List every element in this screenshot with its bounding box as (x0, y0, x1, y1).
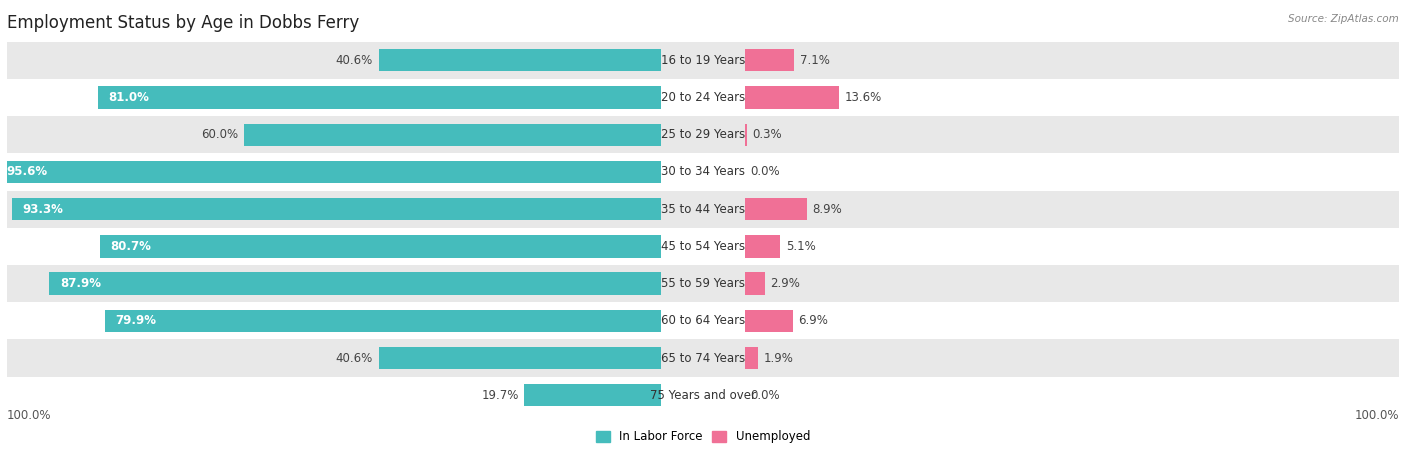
Text: 35 to 44 Years: 35 to 44 Years (661, 202, 745, 216)
Text: 8.9%: 8.9% (813, 202, 842, 216)
Bar (7, 340, 1399, 377)
Bar (105, 310, 661, 332)
Bar (243, 124, 661, 146)
Text: 6.9%: 6.9% (799, 314, 828, 327)
Bar (100, 235, 661, 258)
Text: 60.0%: 60.0% (201, 128, 238, 141)
Bar (745, 198, 807, 220)
Bar (378, 49, 661, 71)
Text: 81.0%: 81.0% (108, 91, 149, 104)
Text: 5.1%: 5.1% (786, 240, 815, 253)
Bar (745, 86, 839, 109)
Text: 87.9%: 87.9% (60, 277, 101, 290)
Bar (7, 190, 1399, 228)
Bar (745, 124, 747, 146)
Text: 16 to 19 Years: 16 to 19 Years (661, 54, 745, 67)
Text: 75 Years and over: 75 Years and over (650, 389, 756, 402)
Bar (7, 41, 1399, 79)
Bar (745, 347, 758, 369)
Bar (11, 198, 661, 220)
Text: 45 to 54 Years: 45 to 54 Years (661, 240, 745, 253)
Text: 7.1%: 7.1% (800, 54, 830, 67)
Text: 80.7%: 80.7% (110, 240, 150, 253)
Bar (49, 272, 661, 295)
Text: 0.0%: 0.0% (751, 389, 780, 402)
Text: 20 to 24 Years: 20 to 24 Years (661, 91, 745, 104)
Bar (745, 235, 780, 258)
Bar (524, 384, 661, 406)
Text: Employment Status by Age in Dobbs Ferry: Employment Status by Age in Dobbs Ferry (7, 14, 360, 32)
Bar (745, 272, 765, 295)
Text: 0.3%: 0.3% (752, 128, 782, 141)
Text: 0.0%: 0.0% (751, 166, 780, 179)
Text: 30 to 34 Years: 30 to 34 Years (661, 166, 745, 179)
Text: 40.6%: 40.6% (336, 54, 373, 67)
Text: 13.6%: 13.6% (845, 91, 882, 104)
Bar (7, 302, 1399, 340)
Text: 65 to 74 Years: 65 to 74 Years (661, 351, 745, 364)
Bar (7, 377, 1399, 414)
Text: 25 to 29 Years: 25 to 29 Years (661, 128, 745, 141)
Text: 40.6%: 40.6% (336, 351, 373, 364)
Text: 60 to 64 Years: 60 to 64 Years (661, 314, 745, 327)
Bar (0, 161, 661, 183)
Bar (745, 310, 793, 332)
Text: 100.0%: 100.0% (7, 409, 52, 422)
Text: 19.7%: 19.7% (481, 389, 519, 402)
Text: 55 to 59 Years: 55 to 59 Years (661, 277, 745, 290)
Text: 79.9%: 79.9% (115, 314, 156, 327)
Bar (378, 347, 661, 369)
Text: 100.0%: 100.0% (1354, 409, 1399, 422)
Bar (7, 228, 1399, 265)
Bar (7, 153, 1399, 190)
Bar (7, 265, 1399, 302)
Legend: In Labor Force, Unemployed: In Labor Force, Unemployed (591, 426, 815, 448)
Text: 1.9%: 1.9% (763, 351, 793, 364)
Bar (97, 86, 661, 109)
Bar (7, 116, 1399, 153)
Bar (7, 79, 1399, 116)
Bar (745, 49, 794, 71)
Text: Source: ZipAtlas.com: Source: ZipAtlas.com (1288, 14, 1399, 23)
Text: 2.9%: 2.9% (770, 277, 800, 290)
Text: 93.3%: 93.3% (22, 202, 63, 216)
Text: 95.6%: 95.6% (7, 166, 48, 179)
